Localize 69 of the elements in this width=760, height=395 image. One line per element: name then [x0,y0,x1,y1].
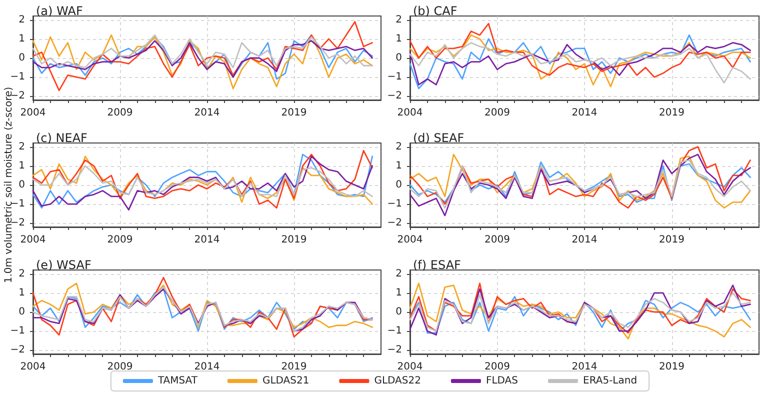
y-tick-label: 0 [18,52,25,64]
x-tick-label: 2009 [484,108,510,118]
y-tick-label: 2 [396,141,402,152]
x-tick-label: 2004 [20,108,46,118]
y-tick-label: 0 [396,180,402,190]
x-tick-label: 2014 [194,108,220,118]
y-tick-label: 0 [18,180,25,190]
y-tick-label: 2 [396,268,402,280]
x-tick-label: 2009 [107,108,133,118]
chart-title: (e) WSAF [36,258,92,272]
x-tick-label: 2019 [659,108,684,118]
chart-title: (b) CAF [413,4,458,18]
x-tick-label: 2019 [659,362,684,372]
x-tick-label: 2019 [281,362,307,372]
x-tick-label: 2004 [397,108,423,118]
y-tick-label: −2 [387,90,402,102]
chart-title: (f) ESAF [413,258,462,272]
x-tick-label: 2004 [397,362,423,372]
y-tick-label: 2 [396,14,402,26]
y-tick-label: −2 [10,344,25,356]
y-tick-label: −1 [10,198,25,210]
x-tick-label: 2019 [281,234,307,246]
y-tick-label: −1 [387,72,402,83]
chart-title: (d) SEAF [413,131,464,145]
y-tick-label: 2 [18,141,25,152]
x-tick-label: 2014 [194,234,220,246]
x-tick-label: 2009 [107,362,133,372]
y-tick-label: −1 [10,72,25,83]
legend-label: FLDAS [486,376,518,386]
chart-title: (a) WAF [36,4,83,18]
x-tick-label: 2014 [572,234,598,246]
line-series [32,40,373,78]
x-tick-label: 2009 [107,234,133,246]
x-tick-label: 2004 [20,234,46,246]
legend-label: GLDAS21 [262,376,310,386]
legend-label: TAMSAT [156,376,198,386]
y-tick-label: 0 [396,306,402,318]
y-tick-label: −1 [387,198,402,210]
y-tick-label: 2 [18,268,25,280]
y-tick-label: 1 [396,33,402,44]
x-tick-label: 2019 [659,234,684,246]
legend-label: ERA5-Land [583,376,638,386]
line-series [32,34,373,90]
chart-title: (c) NEAF [36,131,88,145]
y-tick-label: 1 [18,33,25,44]
legend-label: GLDAS22 [374,376,421,386]
x-tick-label: 2014 [572,362,598,372]
y-tick-label: −2 [10,218,25,229]
y-tick-label: −1 [10,326,25,337]
x-tick-label: 2014 [194,362,220,372]
x-tick-label: 2009 [484,362,510,372]
line-series [409,22,751,78]
line-series [32,21,373,92]
y-tick-label: 1 [18,160,25,172]
y-tick-label: −2 [10,90,25,102]
y-tick-label: 0 [18,306,25,318]
y-tick-label: 1 [396,287,402,298]
x-tick-label: 2009 [484,234,510,246]
y-tick-label: 0 [396,52,402,64]
y-tick-label: −2 [387,344,402,356]
y-tick-label: 1 [18,287,25,298]
x-tick-label: 2004 [20,362,46,372]
y-tick-label: 1 [396,160,402,172]
x-tick-label: 2014 [572,108,598,118]
x-tick-label: 2019 [281,108,307,118]
y-tick-label: 2 [18,14,25,26]
y-tick-label: −1 [387,326,402,337]
y-tick-label: −2 [387,218,402,229]
x-tick-label: 2004 [397,234,423,246]
